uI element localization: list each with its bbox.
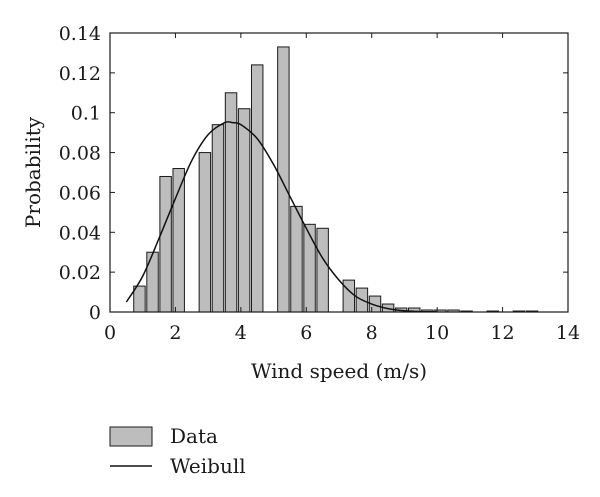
legend: Data Weibull [109, 424, 246, 478]
x-tick-label: 14 [556, 322, 580, 344]
x-tick-label: 2 [169, 322, 181, 344]
bar [146, 251, 159, 313]
y-tick-label: 0.08 [59, 143, 101, 165]
y-tick-label: 0.02 [59, 262, 101, 284]
bar [250, 64, 264, 313]
plot-frame [109, 32, 569, 313]
y-tick-label: 0.14 [59, 23, 101, 45]
bar [211, 124, 225, 313]
bar [224, 92, 238, 313]
x-axis-ticks: 0 2 4 6 8 10 12 14 [104, 33, 580, 344]
bar [198, 152, 212, 313]
legend-swatch-data [109, 426, 153, 447]
y-tick-label: 0 [89, 302, 101, 324]
y-axis-ticks: 0 0.02 0.04 0.06 0.08 0.1 0.12 0.14 [59, 23, 568, 324]
x-tick-label: 12 [490, 322, 514, 344]
bar [290, 205, 303, 313]
weibull-curve [125, 120, 438, 313]
x-axis-title: Wind speed (m/s) [251, 359, 427, 383]
bar [277, 46, 290, 313]
y-tick-label: 0.12 [59, 63, 101, 85]
x-tick-label: 4 [235, 322, 247, 344]
legend-label-weibull: Weibull [170, 454, 246, 478]
bar [342, 279, 356, 313]
y-tick-label: 0.04 [59, 222, 101, 244]
y-tick-label: 0.1 [71, 103, 101, 125]
x-tick-label: 0 [104, 322, 116, 344]
legend-label-data: Data [170, 424, 218, 448]
bar [316, 227, 329, 313]
histogram-bars [133, 46, 539, 313]
y-axis-title: Probability [21, 116, 45, 228]
x-tick-label: 10 [425, 322, 449, 344]
x-tick-label: 6 [300, 322, 312, 344]
bar [133, 285, 146, 313]
bar [237, 108, 251, 313]
bar [159, 175, 172, 313]
bar [303, 223, 316, 313]
x-tick-label: 8 [366, 322, 378, 344]
y-tick-label: 0.06 [59, 182, 101, 204]
